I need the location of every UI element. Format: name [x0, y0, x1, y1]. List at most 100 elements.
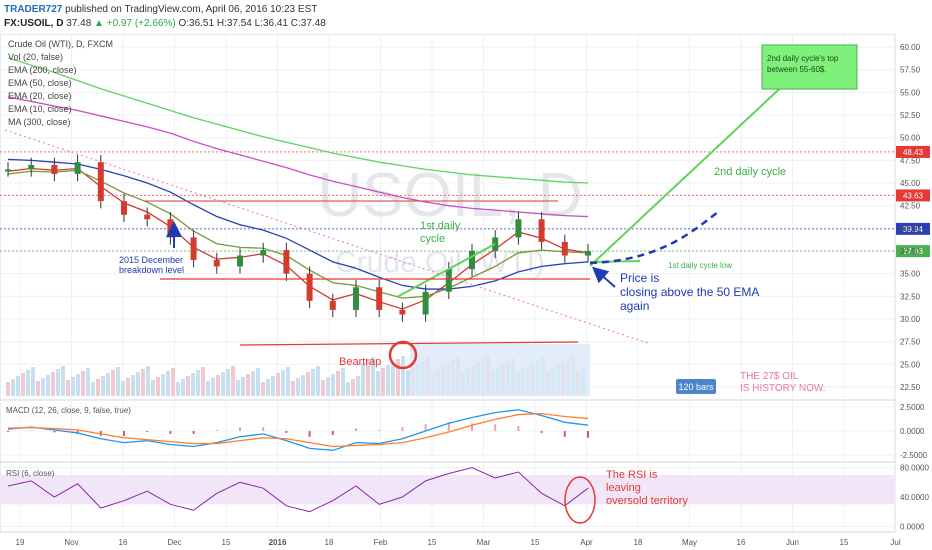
macd-histogram-bar	[587, 431, 589, 438]
y-tick-label: 52.50	[900, 111, 921, 120]
beartrap-circle	[388, 340, 418, 370]
price-level-tag	[896, 222, 930, 235]
volume-bar	[271, 376, 275, 396]
volume-bar	[261, 382, 265, 396]
legend-item: Vol (20, false)	[8, 52, 63, 62]
volume-bars	[6, 344, 590, 396]
volume-bar	[391, 362, 395, 396]
macd-histogram-bar	[7, 431, 9, 432]
volume-bar	[276, 373, 280, 396]
history-label-2: IS HISTORY NOW.	[740, 383, 826, 394]
macd-histogram-bar	[401, 427, 404, 431]
price-level-text: 37.48	[903, 247, 924, 256]
y-tick-label: 22.50	[900, 383, 921, 392]
volume-bar	[76, 374, 80, 396]
rsi-circle	[564, 476, 596, 524]
candle-body	[237, 255, 243, 267]
y-tick-label: 27.50	[900, 338, 921, 347]
volume-bar	[111, 370, 115, 396]
volume-bar	[6, 382, 10, 396]
macd-title: MACD (12, 26, close, 9, false, true)	[6, 406, 131, 415]
volume-bar	[51, 372, 55, 396]
volume-bar	[61, 366, 65, 396]
series-ma-300-close-	[7, 57, 589, 184]
first-cycle-label-2: cycle	[420, 233, 445, 245]
volume-bar	[236, 380, 240, 396]
volume-bar	[186, 376, 190, 396]
volume-bar	[126, 378, 130, 396]
volume-bar	[131, 375, 135, 396]
price-level-text: 39.94	[903, 225, 924, 234]
macd-histogram-bar	[262, 427, 265, 431]
volume-bar	[321, 380, 325, 396]
candle-body	[74, 162, 81, 174]
ohlc-values: O:36.51 H:37.54 L:36.41 C:37.48	[178, 18, 326, 29]
candle-body	[121, 201, 127, 215]
price-series	[7, 57, 589, 310]
y-tick-label: 45.00	[900, 179, 921, 188]
candle-body	[51, 164, 58, 174]
volume-bar	[306, 372, 310, 396]
top-box-line: 2nd daily cycle's top	[767, 54, 839, 63]
candle-body	[306, 273, 313, 301]
volume-bar	[331, 374, 335, 396]
volume-bar	[246, 374, 250, 396]
volume-bar	[171, 368, 175, 396]
series-ema-200-close-	[7, 96, 589, 218]
rsi-note-1: The RSI is	[606, 469, 658, 481]
volume-bar	[181, 379, 185, 396]
candle-body	[353, 287, 359, 310]
bars-badge[interactable]	[676, 379, 716, 394]
x-tick-label: Feb	[374, 538, 388, 547]
volume-bar	[221, 372, 225, 396]
y-tick-label: 2.5000	[900, 403, 925, 412]
candle-body	[376, 287, 383, 310]
macd-histogram-bar	[563, 431, 566, 437]
legend-item: EMA (20, close)	[8, 91, 72, 101]
volume-bar	[16, 376, 20, 396]
candle-body	[190, 237, 197, 261]
volume-bar	[231, 366, 235, 396]
volume-bar	[311, 369, 315, 396]
price-level-tag	[896, 245, 930, 258]
x-tick-label: Nov	[64, 538, 78, 547]
candle-body	[97, 162, 104, 202]
volume-bar	[341, 368, 345, 396]
volume-bar	[361, 363, 365, 396]
x-tick-label: May	[682, 538, 697, 547]
volume-bar	[251, 371, 255, 396]
macd-histogram-bar	[215, 430, 218, 431]
macd-histogram-bar	[517, 426, 520, 431]
candle-body	[445, 269, 452, 292]
x-tick-label: 16	[737, 538, 746, 547]
macd-histogram-bar	[192, 431, 195, 434]
volume-bar	[191, 373, 195, 396]
legend-item: EMA (50, close)	[8, 78, 72, 88]
publish-info: published on TradingView.com, April 06, …	[65, 4, 318, 15]
chart-canvas[interactable]: USOIL, D Crude Oil (WTI) 48.4343.6339.94…	[0, 34, 932, 550]
macd-histogram-bar	[239, 427, 241, 431]
bars-badge-text: 120 bars	[678, 382, 714, 392]
volume-bar	[11, 379, 15, 396]
volume-bar	[56, 369, 60, 396]
volume-bar	[256, 368, 260, 396]
candle-body	[515, 219, 522, 238]
volume-bar	[336, 371, 340, 396]
author-name[interactable]: TRADER727	[4, 4, 63, 15]
y-tick-label: 37.50	[900, 247, 921, 256]
volume-bar	[21, 373, 25, 396]
candle-body	[329, 300, 336, 310]
x-tick-label: Mar	[477, 538, 491, 547]
y-tick-label: 40.00	[900, 224, 921, 233]
y-tick-label: 55.00	[900, 88, 921, 97]
macd-histogram-bar	[447, 422, 450, 431]
volume-bar	[201, 367, 205, 396]
volume-bar	[226, 369, 230, 396]
volume-bar	[141, 369, 145, 396]
first-cycle-trendline	[396, 243, 496, 298]
volume-bar	[36, 381, 40, 396]
macd-histogram-bar	[378, 430, 381, 431]
up-arrow-icon: ▲	[94, 18, 104, 29]
rsi-note-2: leaving	[606, 482, 641, 494]
volume-bar	[316, 366, 320, 396]
